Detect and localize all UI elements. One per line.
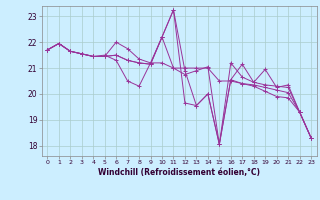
X-axis label: Windchill (Refroidissement éolien,°C): Windchill (Refroidissement éolien,°C) — [98, 168, 260, 177]
